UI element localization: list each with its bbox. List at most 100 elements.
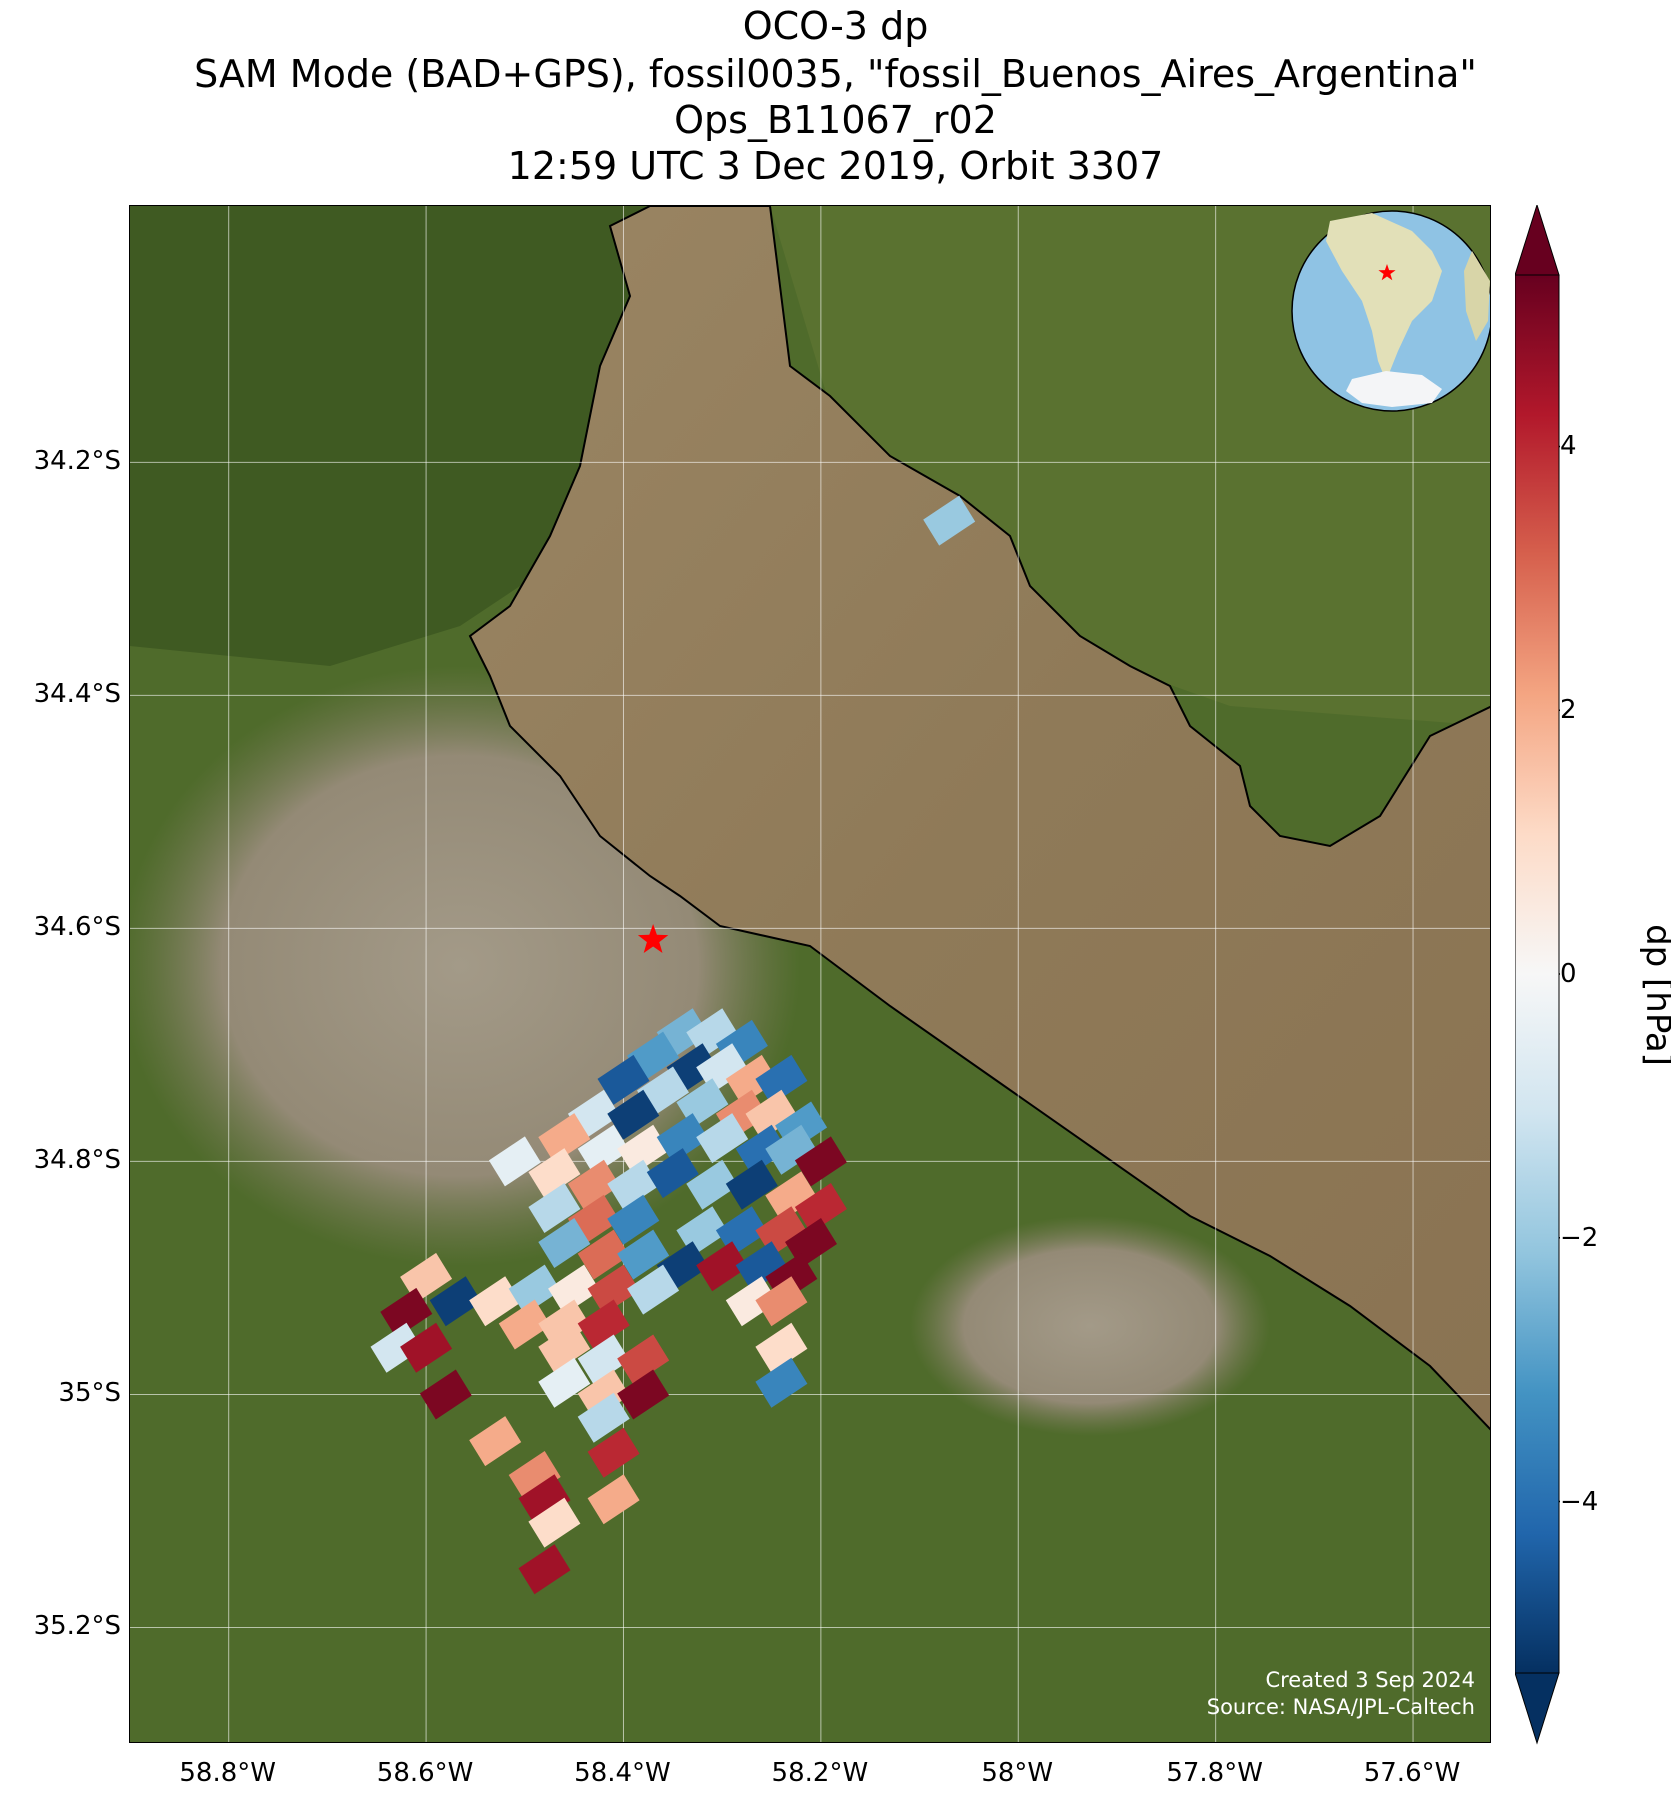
sounding-footprint <box>735 1241 788 1292</box>
antarctica-landmass <box>1346 371 1442 407</box>
sounding-footprint <box>725 1054 778 1105</box>
sounding-footprint <box>617 1369 670 1420</box>
sounding-footprint <box>755 1276 808 1327</box>
sounding-footprint <box>380 1287 433 1338</box>
lon-tick-label: 57.8°W <box>1166 1758 1263 1788</box>
star-icon <box>1378 264 1396 281</box>
sounding-footprint <box>617 1334 670 1385</box>
sounding-footprint <box>725 1276 778 1327</box>
sounding-footprint <box>646 1148 699 1199</box>
sounding-footprint <box>607 1089 660 1140</box>
credit-created-date: Created 3 Sep 2024 <box>1265 1668 1475 1692</box>
star-icon[interactable] <box>637 924 669 953</box>
colorbar-extend-min-arrow <box>1515 1672 1560 1745</box>
sounding-footprint <box>469 1276 522 1327</box>
sounding-footprint <box>735 1124 788 1175</box>
lon-tick-label: 58°W <box>981 1758 1054 1788</box>
target-marker[interactable] <box>637 924 669 953</box>
colorbar-gradient <box>1515 274 1560 1674</box>
map-panel[interactable] <box>129 205 1491 1743</box>
rio-de-la-plata-water <box>468 206 1490 1431</box>
lon-tick-label: 58.8°W <box>179 1758 276 1788</box>
colorbar-tick-label: −4 <box>1560 1486 1599 1517</box>
sounding-footprint <box>429 1276 482 1327</box>
chart-product-version: Ops_B11067_r02 <box>674 98 997 142</box>
sounding-footprint <box>587 1474 640 1525</box>
sounding-footprint <box>577 1392 630 1443</box>
africa-edge <box>1464 251 1490 341</box>
sounding-footprint <box>765 1124 818 1175</box>
sounding-footprint <box>548 1264 601 1315</box>
lon-tick-label: 58.2°W <box>771 1758 869 1788</box>
sounding-footprint <box>498 1299 551 1350</box>
map-canvas[interactable] <box>130 206 1491 1743</box>
delta-wetlands <box>130 206 770 666</box>
sounding-footprint <box>923 495 976 546</box>
sounding-footprint <box>538 1322 591 1373</box>
sounding-footprint <box>508 1451 561 1501</box>
sounding-footprint <box>538 1218 591 1268</box>
sounding-footprint <box>617 1229 670 1280</box>
sounding-footprint <box>607 1194 660 1245</box>
sounding-footprint <box>725 1159 778 1210</box>
colorbar-tick-label: 0 <box>1560 959 1577 989</box>
inset-globe <box>1291 210 1490 412</box>
credit-block: Created 3 Sep 2024 Source: NASA/JPL-Calt… <box>1207 1667 1475 1721</box>
sounding-footprint <box>488 1136 541 1187</box>
sounding-footprint <box>577 1299 630 1350</box>
sounding-footprint <box>577 1124 630 1175</box>
colorbar <box>1515 205 1560 1745</box>
sounding-footprint <box>528 1148 581 1199</box>
chart-timestamp: 12:59 UTC 3 Dec 2019, Orbit 3307 <box>507 144 1164 188</box>
sounding-footprint <box>686 1159 739 1210</box>
sounding-footprint <box>567 1159 620 1210</box>
sounding-footprint <box>528 1497 581 1548</box>
sounding-footprint <box>794 1136 847 1187</box>
colorbar-ticks <box>1559 445 1560 1503</box>
graticule <box>130 206 1490 1742</box>
sounding-footprint <box>745 1089 798 1140</box>
sounding-footprint <box>518 1474 571 1525</box>
sounding-footprint <box>577 1334 630 1385</box>
colorbar-tick-label: −2 <box>1560 1222 1599 1253</box>
sounding-footprint <box>597 1054 650 1105</box>
sounding-footprint <box>587 1427 640 1478</box>
lat-tick-label: 34.6°S <box>33 912 121 943</box>
sounding-footprint <box>518 1544 571 1595</box>
sounding-footprint <box>755 1054 808 1105</box>
sounding-footprint <box>577 1369 630 1420</box>
sounding-footprint <box>794 1183 847 1233</box>
sounding-footprint <box>755 1357 808 1408</box>
sounding-footprint <box>587 1264 640 1315</box>
sounding-footprint <box>696 1113 749 1164</box>
lon-tick-label: 57.6°W <box>1363 1758 1461 1788</box>
chart-subtitle: SAM Mode (BAD+GPS), fossil0035, "fossil_… <box>194 52 1477 96</box>
colorbar-tick-label: 2 <box>1560 695 1577 726</box>
sounding-footprint <box>607 1159 660 1210</box>
sounding-footprint <box>538 1357 591 1408</box>
credit-source: Source: NASA/JPL-Caltech <box>1206 1695 1475 1719</box>
sounding-footprint <box>370 1322 423 1373</box>
south-america-landmass <box>1326 213 1442 381</box>
lat-tick-label: 34.2°S <box>33 446 121 477</box>
lat-tick-label: 35.2°S <box>33 1611 121 1642</box>
sounding-footprint <box>656 1113 709 1164</box>
sounding-footprint <box>508 1264 561 1315</box>
chart-title: OCO-3 dp <box>742 4 929 48</box>
sounding-footprint <box>577 1229 630 1280</box>
colorbar-tick-label: 4 <box>1560 431 1577 462</box>
sounding-footprint <box>617 1124 670 1175</box>
lat-tick-label: 34.4°S <box>33 679 121 710</box>
sounding-footprint <box>528 1183 581 1233</box>
sounding-footprint <box>627 1264 680 1315</box>
lon-tick-label: 58.6°W <box>376 1758 474 1788</box>
sounding-footprint <box>765 1171 818 1222</box>
lat-tick-label: 35°S <box>58 1378 121 1409</box>
urban-area-la-plata <box>910 1216 1270 1436</box>
colorbar-title: dp [hPa] <box>1638 924 1671 1066</box>
sounding-footprint <box>696 1241 749 1292</box>
colorbar-extend-max-arrow <box>1515 205 1560 276</box>
lon-tick-label: 58.4°W <box>574 1758 671 1788</box>
sounding-footprint <box>400 1322 453 1373</box>
sounding-footprint <box>755 1322 808 1373</box>
